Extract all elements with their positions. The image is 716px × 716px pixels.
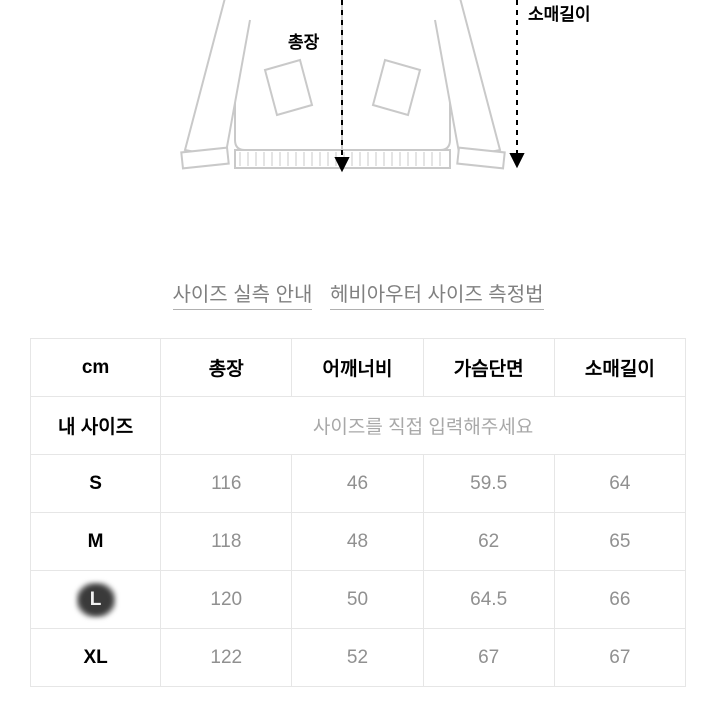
my-size-input[interactable]: 사이즈를 직접 입력해주세요 [161, 397, 686, 455]
size-value: 62 [423, 513, 554, 571]
header-col: 총장 [161, 339, 292, 397]
size-value: 50 [292, 571, 423, 629]
size-label: XL [31, 629, 161, 687]
link-size-guide[interactable]: 사이즈 실측 안내 [173, 278, 313, 310]
guide-links: 사이즈 실측 안내 헤비아우터 사이즈 측정법 [0, 278, 716, 310]
size-label: S [31, 455, 161, 513]
table-header-row: cm 총장 어깨너비 가슴단면 소매길이 [31, 339, 686, 397]
size-value: 59.5 [423, 455, 554, 513]
size-value: 67 [423, 629, 554, 687]
my-size-row: 내 사이즈 사이즈를 직접 입력해주세요 [31, 397, 686, 455]
table-row: XL 122 52 67 67 [31, 629, 686, 687]
link-measure-guide[interactable]: 헤비아우터 사이즈 측정법 [330, 278, 544, 310]
header-col: 소매길이 [554, 339, 685, 397]
my-size-label: 내 사이즈 [31, 397, 161, 455]
header-col: 가슴단면 [423, 339, 554, 397]
size-value: 116 [161, 455, 292, 513]
size-label-highlighted: L [31, 571, 161, 629]
table-row: L 120 50 64.5 66 [31, 571, 686, 629]
size-table: cm 총장 어깨너비 가슴단면 소매길이 내 사이즈 사이즈를 직접 입력해주세… [30, 338, 686, 687]
table-row: M 118 48 62 65 [31, 513, 686, 571]
size-label: M [31, 513, 161, 571]
size-value: 52 [292, 629, 423, 687]
size-value: 64 [554, 455, 685, 513]
header-unit: cm [31, 339, 161, 397]
size-value: 67 [554, 629, 685, 687]
jacket-diagram: 총장 소매길이 [0, 0, 716, 220]
size-value: 65 [554, 513, 685, 571]
size-value: 120 [161, 571, 292, 629]
size-value: 46 [292, 455, 423, 513]
size-value: 48 [292, 513, 423, 571]
header-col: 어깨너비 [292, 339, 423, 397]
table-row: S 116 46 59.5 64 [31, 455, 686, 513]
size-value: 64.5 [423, 571, 554, 629]
diagram-label-sleeve-length: 소매길이 [528, 0, 591, 25]
diagram-label-total-length: 총장 [288, 28, 319, 53]
size-value: 118 [161, 513, 292, 571]
size-value: 66 [554, 571, 685, 629]
size-value: 122 [161, 629, 292, 687]
